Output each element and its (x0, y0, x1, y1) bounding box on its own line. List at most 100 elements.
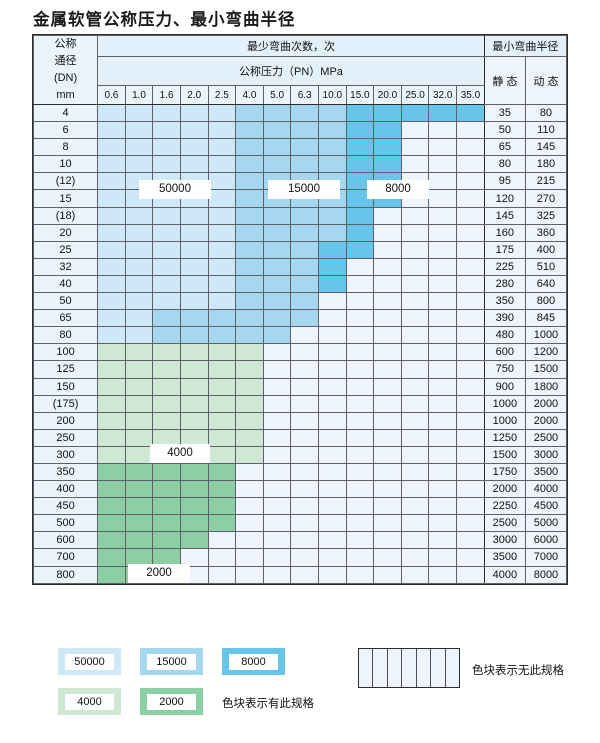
cell-dn-500-pn-25.0 (400, 514, 430, 533)
cell-dn-500-pn-1.6 (152, 514, 181, 533)
dn-value: 125 (32, 360, 99, 379)
cell-dn-600-pn-10.0 (317, 531, 347, 550)
cell-dn-600-pn-5.0 (262, 531, 292, 550)
cell-dn-600-pn-1.6 (152, 531, 181, 550)
cell-dn-50-pn-6.3 (290, 292, 319, 311)
cell-dn-50-pn-4.0 (235, 292, 264, 311)
cell-dn-700-pn-4.0 (235, 548, 264, 567)
legend-chip-4000: 4000 (58, 688, 121, 715)
table-row: 600 3000 6000 (32, 531, 568, 550)
cell-dn-32-pn-5.0 (262, 257, 292, 276)
dn-value: 20 (32, 223, 99, 242)
dn-value: (18) (32, 206, 99, 225)
radius-dynamic-value: 510 (524, 257, 568, 276)
cell-dn-300-pn-1.0 (124, 445, 154, 464)
table-row: 150 900 1800 (32, 377, 568, 396)
cell-dn-100-pn-20.0 (373, 343, 402, 362)
dn-value: 200 (32, 411, 99, 430)
cell-dn-150-pn-2.5 (207, 377, 237, 396)
cell-dn-6-pn-20.0 (373, 121, 402, 140)
cell-dn-800-pn-6.3 (290, 565, 319, 584)
cell-dn-250-pn-25.0 (400, 428, 430, 447)
cell-dn-(12)-pn-32.0 (428, 172, 458, 191)
cell-dn-200-pn-32.0 (428, 411, 458, 430)
cell-dn-350-pn-2.5 (207, 462, 237, 482)
dn-value: 6 (32, 121, 99, 140)
radius-dynamic-value: 400 (524, 240, 568, 259)
cell-dn-4-pn-4.0 (235, 103, 264, 123)
cell-dn-300-pn-10.0 (317, 445, 347, 464)
cell-dn-125-pn-25.0 (400, 360, 430, 379)
cell-dn-32-pn-25.0 (400, 257, 430, 276)
dn-value: 4 (32, 103, 99, 123)
table-row: 10 80 180 (32, 155, 568, 174)
cell-dn-25-pn-32.0 (428, 240, 458, 259)
dn-value: 800 (32, 565, 99, 584)
cell-dn-20-pn-2.5 (207, 223, 237, 242)
cell-dn-350-pn-35.0 (456, 462, 485, 482)
cell-dn-(175)-pn-20.0 (373, 394, 402, 413)
cell-dn-300-pn-6.3 (290, 445, 319, 464)
cell-dn-(175)-pn-1.0 (124, 394, 154, 413)
radius-dynamic-value: 2000 (524, 411, 568, 430)
pressure-col-header-20.0: 20.0 (373, 85, 402, 105)
cell-dn-32-pn-4.0 (235, 257, 264, 276)
legend-chip-8000: 8000 (222, 648, 285, 675)
dn-value: 150 (32, 377, 99, 396)
cell-dn-32-pn-1.6 (152, 257, 181, 276)
cell-dn-600-pn-32.0 (428, 531, 458, 550)
cell-dn-(12)-pn-2.5 (207, 172, 237, 191)
cell-dn-8-pn-25.0 (400, 138, 430, 157)
dn-value: (12) (32, 172, 99, 191)
cell-dn-350-pn-1.0 (124, 462, 154, 482)
cell-dn-600-pn-15.0 (345, 531, 375, 550)
cell-dn-200-pn-6.3 (290, 411, 319, 430)
cell-dn-65-pn-0.6 (97, 309, 126, 328)
cell-dn-600-pn-2.0 (179, 531, 209, 550)
cell-dn-32-pn-0.6 (97, 257, 126, 276)
cell-dn-300-pn-35.0 (456, 445, 485, 464)
radius-static-value: 2500 (483, 514, 526, 533)
cell-dn-25-pn-15.0 (345, 240, 375, 259)
table-row: 700 3500 7000 (32, 548, 568, 567)
radius-static-value: 480 (483, 326, 526, 345)
dn-value: 350 (32, 462, 99, 482)
cell-dn-32-pn-2.5 (207, 257, 237, 276)
cell-dn-200-pn-1.0 (124, 411, 154, 430)
radius-dynamic-value: 8000 (524, 565, 568, 584)
cell-dn-125-pn-2.0 (179, 360, 209, 379)
dn-header-line: mm (56, 89, 75, 101)
cell-dn-40-pn-6.3 (290, 274, 319, 294)
cell-dn-4-pn-0.6 (97, 103, 126, 123)
cell-dn-350-pn-32.0 (428, 462, 458, 482)
cell-dn-20-pn-1.6 (152, 223, 181, 242)
dn-header-line: (DN) (53, 72, 78, 84)
cell-dn-80-pn-6.3 (290, 326, 319, 345)
table-row: 300 1500 3000 (32, 445, 568, 464)
cell-dn-(18)-pn-2.5 (207, 206, 237, 225)
cell-dn-150-pn-35.0 (456, 377, 485, 396)
cell-dn-125-pn-6.3 (290, 360, 319, 379)
cell-dn-100-pn-6.3 (290, 343, 319, 362)
bend-count-header: 最少弯曲次数，次 (97, 35, 485, 57)
cell-dn-250-pn-10.0 (317, 428, 347, 447)
radius-static-value: 900 (483, 377, 526, 396)
cell-dn-250-pn-15.0 (345, 428, 375, 447)
cell-dn-100-pn-35.0 (456, 343, 485, 362)
radius-static-value: 50 (483, 121, 526, 140)
cell-dn-100-pn-5.0 (262, 343, 292, 362)
cell-dn-450-pn-32.0 (428, 497, 458, 516)
page-title: 金属软管公称压力、最小弯曲半径 (33, 10, 296, 29)
cell-dn-500-pn-35.0 (456, 514, 485, 533)
cell-dn-500-pn-1.0 (124, 514, 154, 533)
cell-dn-150-pn-0.6 (97, 377, 126, 396)
cell-dn-80-pn-2.0 (179, 326, 209, 345)
cell-dn-50-pn-15.0 (345, 292, 375, 311)
cell-dn-300-pn-2.5 (207, 445, 237, 464)
cell-dn-50-pn-2.5 (207, 292, 237, 311)
swatch-slice (446, 649, 459, 687)
cell-dn-450-pn-2.5 (207, 497, 237, 516)
table-row: 65 390 845 (32, 309, 568, 328)
cell-dn-6-pn-25.0 (400, 121, 430, 140)
cell-dn-125-pn-32.0 (428, 360, 458, 379)
